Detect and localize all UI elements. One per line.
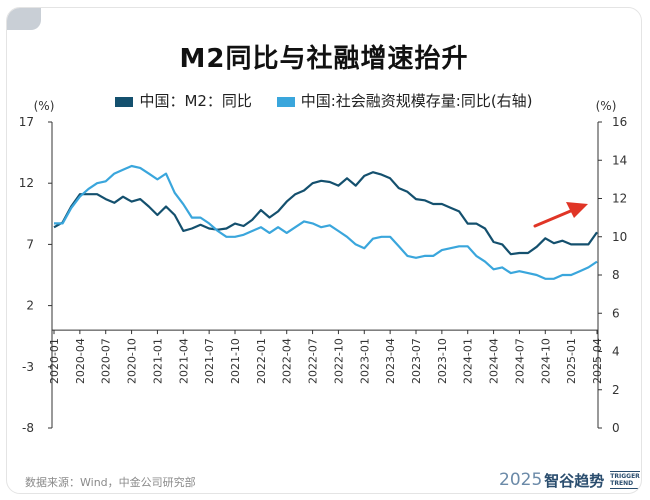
left-tick-label: -8 (22, 421, 34, 435)
x-tick-label: 2021-01 (151, 338, 164, 384)
right-tick-label: 10 (612, 230, 627, 244)
brand-en-line-1: TRIGGER (610, 473, 640, 480)
right-axis-unit: (%) (596, 99, 617, 113)
left-tick-label: 12 (19, 176, 34, 190)
x-tick-label: 2025-04 (591, 338, 604, 384)
legend-swatch-tsf (276, 96, 295, 107)
left-tick-label: 17 (19, 115, 34, 129)
x-tick-label: 2024-10 (539, 338, 552, 384)
trend-arrow-shaft (533, 208, 575, 228)
x-tick-label: 2021-10 (229, 338, 242, 384)
x-tick-label: 2020-01 (48, 338, 61, 384)
legend-label-m2: 中国：M2：同比 (139, 92, 252, 110)
series-line-m2 (53, 171, 598, 256)
x-tick-label: 2021-07 (203, 338, 216, 384)
legend-item-m2: 中国：M2：同比 (115, 90, 252, 111)
x-tick-label: 2022-07 (307, 338, 320, 384)
x-tick-label: 2022-10 (332, 338, 345, 384)
brand-logo: 2025 智谷趋势 TRIGGER TREND (499, 468, 640, 492)
x-tick-label: 2020-07 (100, 338, 113, 384)
legend-item-tsf: 中国:社会融资规模存量:同比(右轴) (276, 90, 533, 111)
legend: 中国：M2：同比 中国:社会融资规模存量:同比(右轴) (7, 90, 641, 111)
x-tick-label: 2025-01 (565, 338, 578, 384)
x-tick-label: 2024-01 (462, 338, 475, 384)
legend-label-tsf: 中国:社会融资规模存量:同比(右轴) (300, 92, 533, 110)
left-tick-label: 2 (26, 299, 34, 313)
right-tick-label: 16 (612, 115, 627, 129)
x-tick-label: 2020-10 (126, 338, 139, 384)
x-tick-label: 2022-04 (281, 338, 294, 384)
x-tick-label: 2023-04 (384, 338, 397, 384)
right-tick-label: 6 (612, 306, 620, 320)
brand-en-line-2: TREND (610, 480, 634, 487)
right-tick-label: 0 (612, 421, 620, 435)
series-line-tsf (54, 164, 598, 280)
right-tick-label: 4 (612, 345, 620, 359)
x-tick-label: 2023-01 (358, 338, 371, 384)
right-tick-label: 8 (612, 268, 620, 282)
x-tick-label: 2022-01 (255, 338, 268, 384)
chart-card: M2同比与社融增速抬升 中国：M2：同比 中国:社会融资规模存量:同比(右轴) … (6, 7, 642, 494)
left-tick-label: -3 (22, 360, 34, 374)
right-tick-label: 14 (612, 153, 627, 167)
x-tick-label: 2023-07 (410, 338, 423, 384)
corner-mark (7, 8, 41, 30)
right-tick-label: 12 (612, 192, 627, 206)
x-tick-label: 2024-04 (488, 338, 501, 384)
x-tick-label: 2021-04 (177, 338, 190, 384)
trend-arrow-head (566, 202, 588, 218)
left-axis-unit: (%) (34, 99, 55, 113)
chart-title: M2同比与社融增速抬升 (179, 44, 469, 74)
legend-swatch-m2 (115, 96, 134, 107)
right-tick-label: 2 (612, 383, 620, 397)
data-source-note: 数据来源：Wind，中金公司研究部 (25, 476, 196, 489)
brand-year: 2025 (499, 470, 543, 490)
brand-name: 智谷趋势 (544, 471, 605, 490)
x-tick-label: 2023-10 (436, 338, 449, 384)
brand-en: TRIGGER TREND (610, 471, 640, 489)
left-tick-label: 7 (26, 237, 34, 251)
x-tick-label: 2024-07 (513, 338, 526, 384)
x-tick-label: 2020-04 (74, 338, 87, 384)
